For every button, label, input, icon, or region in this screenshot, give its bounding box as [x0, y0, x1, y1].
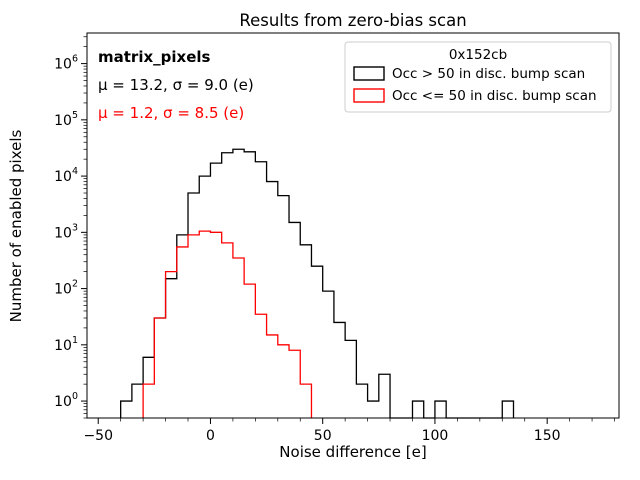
legend-box	[344, 41, 612, 113]
series-line-occ-le50	[142, 230, 313, 418]
annotation-mu-sigma-red: μ = 1.2, σ = 8.5 (e)	[98, 104, 244, 122]
legend-title: 0x152cb	[449, 47, 507, 63]
x-tick-label: −50	[83, 428, 113, 444]
annotation-mu-sigma-black: μ = 13.2, σ = 9.0 (e)	[98, 76, 254, 94]
legend-label-occ-le50: Occ <= 50 in disc. bump scan	[392, 88, 597, 104]
axes-frame	[86, 32, 620, 419]
annotation-matrix-pixels: matrix_pixels	[98, 48, 211, 66]
plot-title: Results from zero-bias scan	[239, 11, 466, 30]
x-tick-label: 50	[314, 428, 332, 444]
legend-swatch-occ-gt50	[353, 66, 385, 81]
x-tick-label: 100	[422, 428, 449, 444]
y-axis-label: Number of enabled pixels	[7, 129, 25, 322]
legend-swatch-occ-le50	[353, 88, 385, 103]
legend: 0x152cb Occ > 50 in disc. bump scan Occ …	[344, 41, 612, 113]
x-axis-label: Noise difference [e]	[279, 443, 426, 461]
x-tick-label: 0	[206, 428, 215, 444]
x-tick-label: 150	[534, 428, 561, 444]
legend-label-occ-gt50: Occ > 50 in disc. bump scan	[392, 66, 585, 82]
